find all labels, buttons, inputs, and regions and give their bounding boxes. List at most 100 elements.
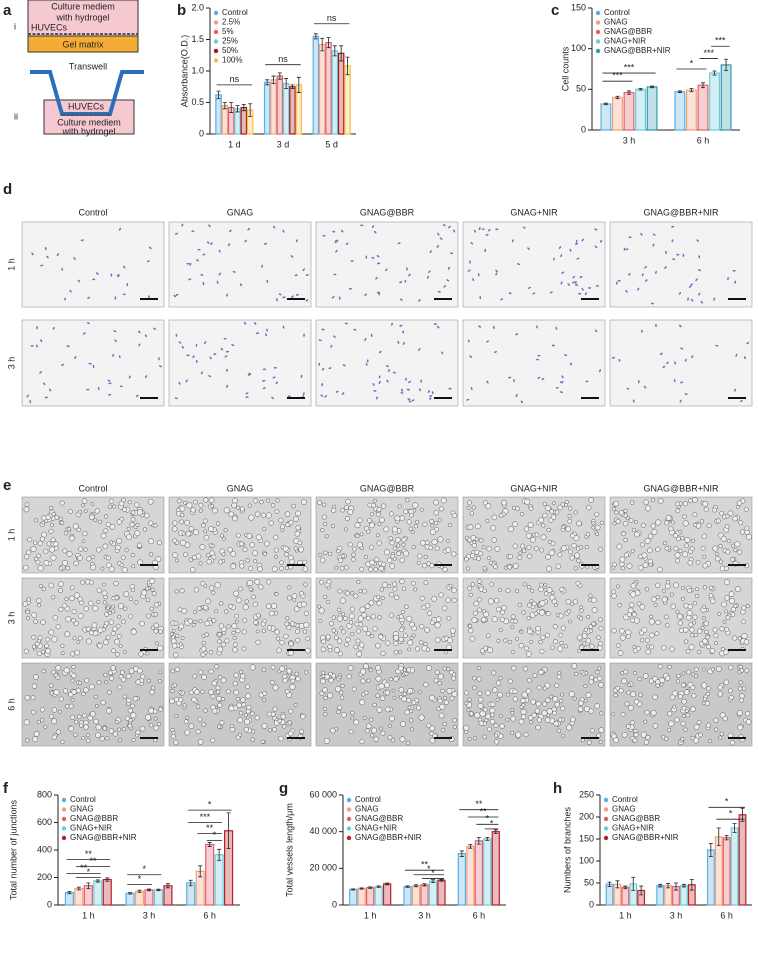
- cell: [585, 380, 589, 383]
- cell: [46, 255, 49, 259]
- cell: [573, 510, 578, 515]
- cell: [425, 647, 431, 652]
- cell: [124, 548, 129, 553]
- legend-label: 2.5%: [222, 18, 240, 27]
- cell: [116, 538, 123, 544]
- cell: [85, 738, 91, 743]
- cell: [486, 340, 490, 343]
- cell: [302, 392, 305, 396]
- cell: [453, 229, 456, 233]
- cell: [403, 550, 410, 557]
- cell: [203, 529, 208, 534]
- cell: [100, 532, 107, 539]
- cell: [100, 699, 106, 706]
- bar: [664, 885, 673, 906]
- cell: [713, 297, 716, 301]
- cell: [232, 635, 237, 640]
- cell: [69, 535, 75, 542]
- cell: [69, 714, 75, 720]
- cell: [135, 729, 141, 735]
- cell: [505, 692, 510, 697]
- cell: [111, 648, 116, 654]
- cell: [44, 246, 47, 251]
- cell: [586, 740, 592, 745]
- cell: [437, 536, 444, 543]
- cell: [122, 650, 127, 655]
- cell: [620, 712, 626, 717]
- cell: [530, 698, 537, 705]
- cell: [652, 694, 658, 700]
- cell: [186, 502, 193, 509]
- cell: [274, 554, 278, 559]
- cell: [693, 724, 700, 730]
- cell: [386, 584, 391, 589]
- legend-label: GNAG@BBR+NIR: [612, 833, 679, 842]
- bar: [722, 837, 731, 906]
- cell: [702, 638, 708, 645]
- cell: [41, 669, 46, 674]
- cell: [355, 628, 361, 634]
- cell: [72, 523, 79, 530]
- cell: [127, 500, 132, 505]
- cell: [36, 326, 38, 330]
- bar: [686, 89, 697, 131]
- cell: [561, 717, 566, 722]
- cell: [531, 601, 537, 607]
- cell: [181, 531, 186, 536]
- legend-marker: [61, 816, 67, 822]
- bar: [374, 886, 383, 906]
- cell: [495, 272, 498, 276]
- legend-label: GNAG: [355, 805, 379, 814]
- cell: [617, 279, 621, 282]
- cell: [236, 702, 242, 708]
- cell: [174, 666, 181, 673]
- cell: [274, 509, 280, 514]
- cell: [633, 671, 638, 676]
- cell: [724, 627, 729, 632]
- cell: [197, 739, 204, 745]
- y-tick-label: 200: [579, 811, 594, 821]
- cell: [434, 521, 439, 526]
- cell: [134, 600, 139, 605]
- micrograph: [21, 496, 165, 574]
- cell: [321, 674, 326, 678]
- cell: [323, 521, 328, 527]
- cell: [130, 703, 135, 709]
- cell: [714, 641, 718, 646]
- cell: [527, 602, 532, 608]
- cell: [715, 344, 719, 347]
- cell: [198, 508, 203, 513]
- cell: [328, 620, 335, 627]
- cell: [353, 644, 359, 650]
- cell: [374, 556, 380, 562]
- cell: [391, 581, 398, 587]
- cell: [520, 698, 526, 704]
- cell: [217, 702, 223, 708]
- bar: [205, 843, 215, 906]
- micrograph: [21, 319, 165, 407]
- cell: [143, 512, 150, 519]
- cell: [488, 228, 491, 232]
- cell: [220, 677, 227, 684]
- cell: [149, 723, 154, 728]
- legend-marker: [61, 807, 67, 812]
- cell: [181, 223, 184, 227]
- cell: [467, 585, 473, 591]
- cell: [631, 612, 637, 617]
- cell: [732, 270, 736, 272]
- cell: [495, 680, 502, 686]
- cell: [295, 524, 301, 531]
- cell: [464, 701, 469, 706]
- cell: [231, 502, 237, 509]
- cell: [638, 380, 640, 384]
- column-header: GNAG: [227, 207, 254, 217]
- cell: [450, 627, 456, 634]
- cell: [473, 600, 480, 607]
- cell: [437, 325, 440, 329]
- cell: [411, 633, 416, 638]
- micrograph: [21, 662, 165, 747]
- cell: [284, 565, 289, 570]
- cell: [546, 527, 551, 533]
- cell: [350, 260, 354, 262]
- cell: [226, 384, 229, 388]
